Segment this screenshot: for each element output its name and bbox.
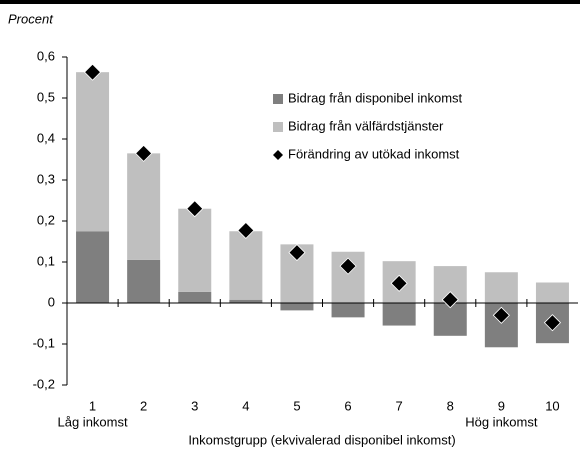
- x-tick-label: 7: [396, 398, 403, 413]
- marker: [492, 306, 510, 324]
- marker: [543, 314, 562, 332]
- y-tick-label: 0: [48, 294, 55, 309]
- x-tick-label: 5: [293, 398, 300, 413]
- x-tick-label: 4: [242, 398, 249, 413]
- y-tick-label: 0,4: [37, 130, 55, 145]
- marker: [237, 221, 255, 239]
- x-axis-label: Inkomstgrupp (ekvivalerad disponibel ink…: [188, 432, 455, 447]
- legend-label: Bidrag från disponibel inkomst: [288, 90, 463, 105]
- bar: [178, 291, 212, 303]
- marker: [135, 144, 153, 162]
- x-tick-label: 3: [191, 398, 198, 413]
- bar: [484, 272, 518, 303]
- marker: [441, 291, 459, 309]
- bar: [229, 231, 263, 300]
- x-tick-label: 10: [545, 398, 559, 413]
- legend-swatch: [273, 122, 283, 132]
- y-tick-label: -0,2: [33, 376, 55, 391]
- annotation: Låg inkomst: [58, 414, 128, 429]
- y-tick-label: 0,3: [37, 171, 55, 186]
- x-tick-label: 8: [447, 398, 454, 413]
- top-rule: [0, 0, 580, 4]
- y-tick-label: 0,6: [37, 48, 55, 63]
- y-tick-label: 0,2: [37, 212, 55, 227]
- bar: [76, 72, 110, 232]
- x-tick-label: 1: [89, 398, 96, 413]
- bar: [127, 259, 161, 303]
- annotation: Hög inkomst: [465, 414, 538, 429]
- marker: [83, 63, 102, 81]
- bar: [280, 303, 314, 311]
- marker: [339, 257, 357, 275]
- y-tick-label: -0,1: [33, 335, 55, 350]
- marker: [288, 244, 306, 262]
- x-tick-label: 2: [140, 398, 147, 413]
- legend-label: Förändring av utökad inkomst: [288, 146, 460, 161]
- bar: [76, 231, 110, 303]
- bar: [331, 303, 365, 318]
- legend-swatch: [273, 150, 283, 160]
- bar: [535, 282, 569, 303]
- bar: [229, 299, 263, 303]
- legend-label: Bidrag från välfärdstjänster: [288, 118, 444, 133]
- marker: [186, 200, 204, 218]
- bar: [178, 208, 212, 292]
- bar: [433, 303, 467, 336]
- legend-swatch: [273, 94, 283, 104]
- y-tick-label: 0,5: [37, 89, 55, 104]
- x-tick-label: 6: [344, 398, 351, 413]
- bar: [382, 303, 416, 326]
- x-tick-label: 9: [498, 398, 505, 413]
- y-axis-label: Procent: [8, 11, 54, 26]
- y-tick-label: 0,1: [37, 253, 55, 268]
- marker: [390, 274, 408, 292]
- bar: [127, 153, 161, 260]
